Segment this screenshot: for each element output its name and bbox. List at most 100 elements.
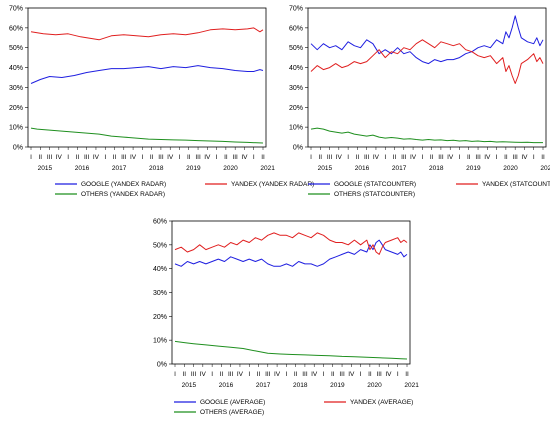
x-quarter-label: II bbox=[220, 371, 224, 378]
x-quarter-label: II bbox=[430, 154, 434, 161]
x-quarter-label: I bbox=[384, 154, 386, 161]
x-quarter-label: III bbox=[327, 154, 333, 161]
y-tick-label: 70% bbox=[9, 6, 23, 13]
x-quarter-label: I bbox=[67, 154, 69, 161]
series-line-3 bbox=[30, 127, 264, 144]
plot-frame bbox=[171, 220, 411, 365]
x-quarter-label: IV bbox=[167, 154, 174, 161]
x-quarter-label: IV bbox=[274, 371, 281, 378]
y-tick-label: 0% bbox=[157, 362, 167, 369]
x-quarter-label: III bbox=[475, 154, 481, 161]
x-quarter-label: IV bbox=[237, 371, 244, 378]
x-quarter-label: I bbox=[30, 154, 32, 161]
x-quarter-label: IV bbox=[93, 154, 100, 161]
x-quarter-label: III bbox=[401, 154, 407, 161]
x-quarter-label: II bbox=[541, 154, 545, 161]
x-quarter-label: II bbox=[331, 371, 335, 378]
x-quarter-label: II bbox=[368, 371, 372, 378]
x-quarter-label: I bbox=[216, 154, 218, 161]
x-year-label: 2018 bbox=[429, 165, 444, 172]
legend-label: OTHERS (AVERAGE) bbox=[200, 409, 264, 416]
y-tick-label: 60% bbox=[9, 25, 23, 32]
chart-yandex-radar: 0%10%20%30%40%50%60%70%I II III IV I II III IV I… bbox=[9, 6, 314, 199]
plot-frame bbox=[27, 7, 267, 148]
x-quarter-label: III bbox=[339, 371, 345, 378]
x-year-label: 2020 bbox=[367, 382, 382, 389]
chart-panel-yandex-radar: 0% 10% 20% 30% 40% 50% 60% 70% I II III IV I II III IV I… bbox=[0, 0, 314, 210]
series-line-3 bbox=[310, 127, 543, 144]
x-quarter-label: III bbox=[158, 154, 164, 161]
x-quarter-label: II bbox=[224, 154, 228, 161]
x-quarter-label: IV bbox=[200, 371, 207, 378]
x-quarter-label: I bbox=[459, 154, 461, 161]
y-tick-label: 60% bbox=[289, 25, 303, 32]
y-tick-label: 10% bbox=[289, 125, 303, 132]
x-quarter-label: III bbox=[228, 371, 234, 378]
chart-average: 0%10%20%30%40%50%60%I II III IV I II III IV I II I… bbox=[153, 219, 419, 417]
x-quarter-label: I bbox=[533, 154, 535, 161]
x-quarter-label: I bbox=[179, 154, 181, 161]
x-quarter-label: IV bbox=[336, 154, 343, 161]
x-year-label: 2019 bbox=[186, 165, 201, 172]
x-quarter-label: IV bbox=[348, 371, 355, 378]
x-quarter-label: IV bbox=[130, 154, 137, 161]
x-quarter-label: IV bbox=[484, 154, 491, 161]
x-quarter-label: II bbox=[257, 371, 261, 378]
legend-label: OTHERS (STATCOUNTER) bbox=[334, 191, 415, 198]
x-year-label: 2017 bbox=[112, 165, 127, 172]
x-quarter-label: II bbox=[38, 154, 42, 161]
y-tick-label: 20% bbox=[289, 105, 303, 112]
x-year-label: 2015 bbox=[318, 165, 333, 172]
series-line-2 bbox=[30, 27, 264, 41]
y-tick-label: 30% bbox=[289, 85, 303, 92]
x-quarter-label: II bbox=[405, 371, 409, 378]
legend-label: YANDEX (AVERAGE) bbox=[350, 399, 413, 406]
x-year-label: 2017 bbox=[256, 382, 271, 389]
x-quarter-label: I bbox=[248, 371, 250, 378]
x-quarter-label: III bbox=[512, 154, 518, 161]
x-quarter-label: II bbox=[294, 371, 298, 378]
x-quarter-label: I bbox=[104, 154, 106, 161]
y-tick-label: 20% bbox=[153, 314, 167, 321]
legend-label: GOOGLE (STATCOUNTER) bbox=[334, 181, 416, 188]
x-quarter-label: IV bbox=[410, 154, 417, 161]
x-year-label: 2021 bbox=[404, 382, 419, 389]
x-quarter-label: IV bbox=[373, 154, 380, 161]
x-year-label: 2020 bbox=[223, 165, 238, 172]
x-quarter-label: III bbox=[121, 154, 127, 161]
chart-panel-statcounter: 0% 10% 20% 30% 40% 50% 60% 70% I II III IV I II III IV I… bbox=[278, 0, 550, 210]
x-quarter-label: I bbox=[141, 154, 143, 161]
x-quarter-label: I bbox=[421, 154, 423, 161]
y-tick-label: 50% bbox=[9, 45, 23, 52]
x-year-label: 2017 bbox=[392, 165, 407, 172]
x-quarter-label: IV bbox=[56, 154, 63, 161]
x-year-label: 2020 bbox=[503, 165, 518, 172]
x-year-label: 2019 bbox=[466, 165, 481, 172]
x-quarter-label: IV bbox=[521, 154, 528, 161]
x-quarter-label: IV bbox=[447, 154, 454, 161]
y-tick-label: 60% bbox=[153, 219, 167, 226]
x-quarter-label: III bbox=[191, 371, 197, 378]
x-quarter-label: IV bbox=[241, 154, 248, 161]
x-year-label: 2016 bbox=[219, 382, 234, 389]
x-quarter-label: IV bbox=[385, 371, 392, 378]
y-tick-label: 30% bbox=[153, 290, 167, 297]
x-quarter-label: III bbox=[376, 371, 382, 378]
x-year-label: 2015 bbox=[182, 382, 197, 389]
legend-label: YANDEX (YANDEX RADAR) bbox=[231, 181, 314, 188]
series-line-2 bbox=[174, 232, 408, 255]
x-quarter-label: I bbox=[397, 371, 399, 378]
series-line-3 bbox=[174, 340, 408, 360]
y-tick-label: 50% bbox=[153, 242, 167, 249]
legend-label: GOOGLE (AVERAGE) bbox=[200, 399, 265, 406]
chart-statcounter: 0%10%20%30%40%50%60%70%I II III IV I II III IV I… bbox=[289, 6, 550, 199]
x-year-label: 2018 bbox=[149, 165, 164, 172]
x-quarter-label: I bbox=[347, 154, 349, 161]
x-quarter-label: I bbox=[285, 371, 287, 378]
x-quarter-label: III bbox=[302, 371, 308, 378]
x-quarter-label: III bbox=[84, 154, 90, 161]
x-quarter-label: II bbox=[76, 154, 80, 161]
x-year-label: 2021 bbox=[540, 165, 550, 172]
y-tick-label: 40% bbox=[9, 65, 23, 72]
x-year-label: 2019 bbox=[330, 382, 345, 389]
